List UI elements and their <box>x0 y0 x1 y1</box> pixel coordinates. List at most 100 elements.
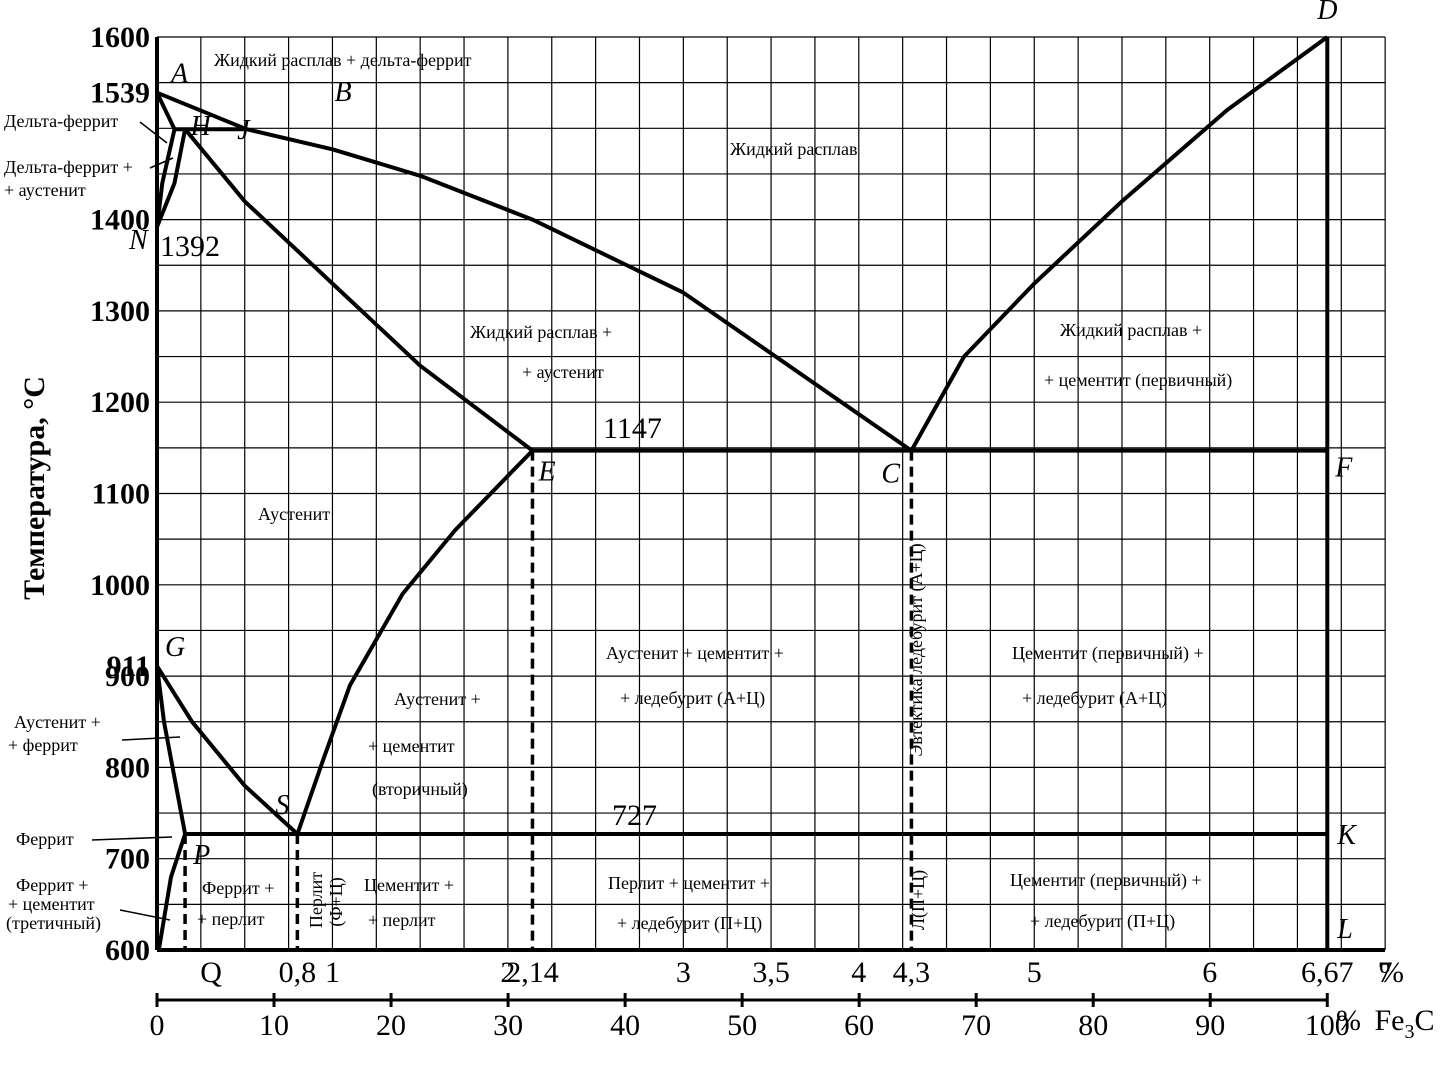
fe3c-percent: % <box>1336 1004 1361 1037</box>
region-liq-aus-2: + аустенит <box>522 362 604 382</box>
region-delta-aus-2: + аустенит <box>4 180 86 200</box>
leader-ferrite <box>91 836 173 841</box>
y-tick-911: 911 <box>107 650 150 683</box>
x-tick-4,3: 4,3 <box>893 956 931 989</box>
fe3c-label-60: 60 <box>844 1009 874 1042</box>
region-liq-cem-2: + цементит (первичный) <box>1044 370 1232 391</box>
y-tick-1300: 1300 <box>90 295 150 328</box>
x-tick-5: 5 <box>1027 956 1042 989</box>
region-perl-cem-led-2: + ледебурит (П+Ц) <box>617 913 762 934</box>
region-perlite-2: (Ф+Ц) <box>326 877 347 926</box>
region-fer-cem3-2: + цементит <box>8 894 95 914</box>
region-aus-cem-led-1: Аустенит + цементит + <box>606 643 784 663</box>
x-tick-1: 1 <box>325 956 340 989</box>
region-perl-cem-led-1: Перлит + цементит + <box>608 873 770 893</box>
line-AB <box>156 90 248 132</box>
line-HN <box>155 128 177 228</box>
region-cem-led-2: + ледебурит (А+Ц) <box>1022 688 1167 709</box>
point-labels: A B H J N D E C F G S P K L <box>128 0 1357 945</box>
point-H: H <box>190 111 213 142</box>
x-tick-0,8: 0,8 <box>279 956 317 989</box>
grid <box>156 36 1386 951</box>
region-aus-cem2-1: Аустенит + <box>394 689 481 709</box>
x-tick-6,67: 6,67 <box>1301 956 1354 989</box>
line-CD <box>909 35 1329 452</box>
label-1147: 1147 <box>603 412 662 445</box>
label-727: 727 <box>612 799 657 832</box>
y-tick-1000: 1000 <box>90 569 150 602</box>
x-tick-2: 2 <box>500 956 515 989</box>
region-aus-cem-led-2: + ледебурит (А+Ц) <box>620 688 765 709</box>
fe3c-label-70: 70 <box>961 1009 991 1042</box>
region-cem-perl-1: Цементит + <box>364 875 454 895</box>
x-tick-2,14: 2,14 <box>506 956 559 989</box>
point-P: P <box>192 840 210 871</box>
y-tick-1600: 1600 <box>90 21 150 54</box>
leader-aus-fer <box>121 736 181 741</box>
y-tick-900: 900 <box>105 660 150 693</box>
region-cem-led-1: Цементит (первичный) + <box>1012 643 1204 664</box>
leader-delta <box>139 121 168 144</box>
point-B: B <box>334 77 351 108</box>
point-K: K <box>1336 820 1357 851</box>
fe3c-tick-labels: 0 10 20 30 40 50 60 70 80 90 100 <box>150 1009 1350 1042</box>
fe3c-label-100: 100 <box>1305 1009 1350 1042</box>
point-J: J <box>237 115 251 146</box>
x-tick-6: 6 <box>1202 956 1217 989</box>
fe3c-label-10: 10 <box>259 1009 289 1042</box>
y-axis-title: Температура, °C <box>18 376 51 600</box>
point-L: L <box>1336 914 1353 945</box>
line-JE <box>183 127 534 453</box>
region-fer-perl-1: Феррит + <box>202 878 274 898</box>
x-tick-labels: Q 0,8 1 22,14 3 3,5 4 4,3 5 6 6,67 7 <box>200 956 1392 989</box>
fe3c-label-90: 90 <box>1195 1009 1225 1042</box>
fe3c-sub: 3 <box>1405 1021 1415 1043</box>
fe3c-label-30: 30 <box>493 1009 523 1042</box>
region-cem-perl-2: + перлит <box>368 910 436 930</box>
region-cem-led-pc-2: + ледебурит (П+Ц) <box>1030 911 1175 932</box>
x-tick-Q: Q <box>200 956 222 989</box>
region-fer-perl-2: + перлит <box>197 909 265 929</box>
line-GP <box>155 665 188 835</box>
point-C: C <box>881 459 900 490</box>
region-delta: Дельта-феррит <box>4 111 118 131</box>
fe3c-label-80: 80 <box>1078 1009 1108 1042</box>
line-AH <box>155 91 177 131</box>
fe3c-c: C <box>1415 1004 1435 1037</box>
x-tick-3,5: 3,5 <box>752 956 790 989</box>
region-aus-fer-1: Аустенит + <box>14 712 101 732</box>
fe3c-label-20: 20 <box>376 1009 406 1042</box>
fe3c-label-40: 40 <box>610 1009 640 1042</box>
y-tick-1539: 1539 <box>90 77 150 110</box>
region-austenite: Аустенит <box>258 504 330 524</box>
line-JN <box>155 128 188 228</box>
region-aus-cem2-3: (вторичный) <box>372 779 468 800</box>
x-tick-7: 7 <box>1378 956 1393 989</box>
region-liquid-delta: Жидкий расплав + дельта-феррит <box>214 50 472 70</box>
region-fer-cem3-1: Феррит + <box>16 875 88 895</box>
point-D: D <box>1316 0 1337 26</box>
fe3c-fe: Fe <box>1375 1004 1405 1037</box>
point-N: N <box>128 225 149 256</box>
region-aus-fer-2: + феррит <box>8 735 78 755</box>
fe3c-label-0: 0 <box>150 1009 165 1042</box>
region-cem-led-pc-1: Цементит (первичный) + <box>1010 870 1202 891</box>
y-tick-1400: 1400 <box>90 204 150 237</box>
region-l-pc: Л(П+Ц) <box>908 870 929 930</box>
point-E: E <box>537 457 555 488</box>
axes <box>155 37 1385 1007</box>
region-liquid: Жидкий расплав <box>730 139 858 159</box>
y-tick-800: 800 <box>105 751 150 784</box>
fe3c-label-50: 50 <box>727 1009 757 1042</box>
y-tick-1200: 1200 <box>90 386 150 419</box>
point-F: F <box>1334 453 1353 484</box>
line-BC <box>246 127 913 453</box>
point-S: S <box>275 790 289 821</box>
region-liq-cem-1: Жидкий расплав + <box>1060 320 1202 340</box>
label-1392: 1392 <box>160 230 220 263</box>
line-ES <box>295 449 534 835</box>
point-A: A <box>169 59 189 90</box>
x-tick-4: 4 <box>851 956 866 989</box>
